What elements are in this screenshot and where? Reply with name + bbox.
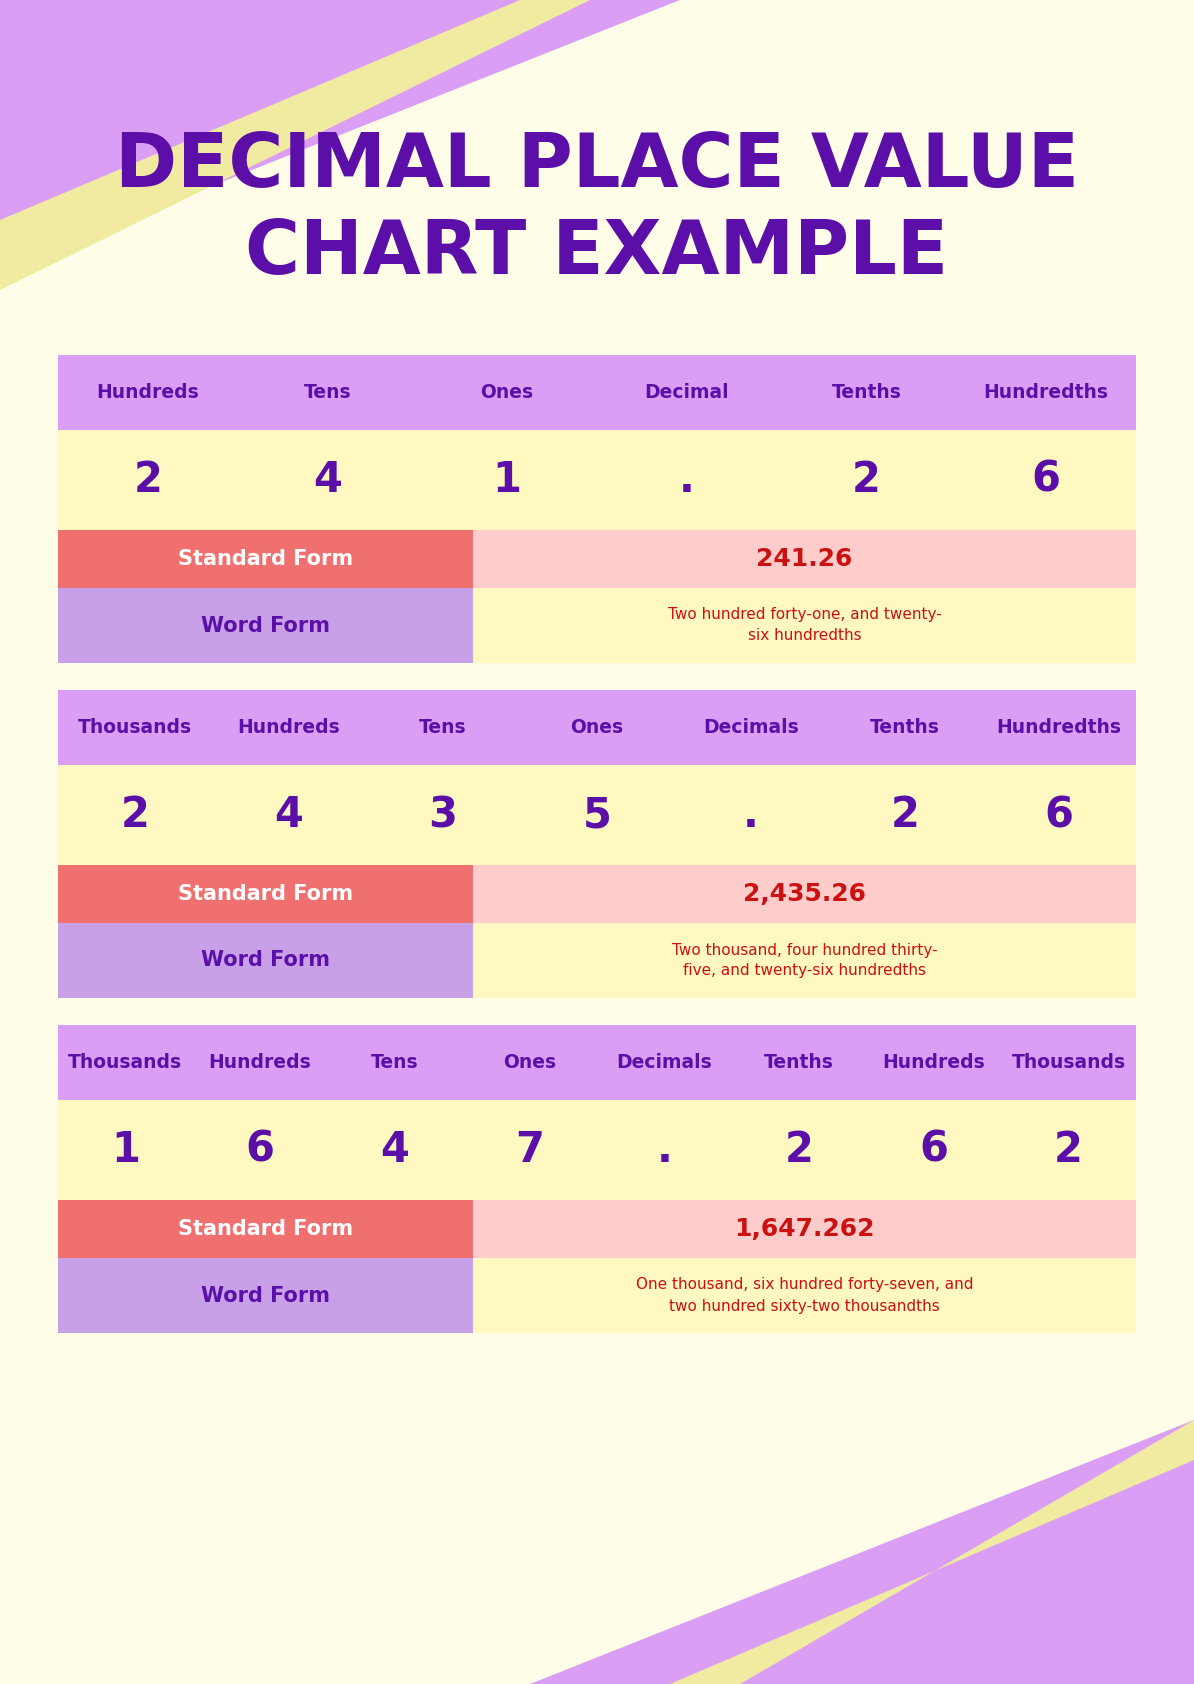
Text: 3: 3 (429, 793, 457, 835)
Text: DECIMAL PLACE VALUE
CHART EXAMPLE: DECIMAL PLACE VALUE CHART EXAMPLE (115, 130, 1079, 290)
Text: Word Form: Word Form (201, 615, 330, 635)
Text: .: . (657, 1128, 672, 1170)
Text: 4: 4 (381, 1128, 410, 1170)
Text: Two hundred forty-one, and twenty-
six hundredths: Two hundred forty-one, and twenty- six h… (667, 608, 941, 643)
Text: Word Form: Word Form (201, 950, 330, 970)
Text: 2: 2 (853, 460, 881, 502)
Bar (59, 923, 473, 999)
Text: 7: 7 (515, 1128, 544, 1170)
Text: Standard Form: Standard Form (178, 549, 353, 569)
Text: Ones: Ones (481, 382, 534, 402)
Bar (473, 1258, 1135, 1334)
Bar (59, 588, 473, 663)
Text: 2: 2 (891, 793, 919, 835)
Bar (473, 866, 1135, 923)
Bar (473, 530, 1135, 588)
Text: Ones: Ones (571, 717, 623, 738)
Bar (59, 1100, 1135, 1201)
Polygon shape (0, 0, 590, 290)
Text: Hundreds: Hundreds (97, 382, 199, 402)
Text: 6: 6 (1032, 460, 1060, 502)
Polygon shape (0, 0, 681, 269)
Bar (59, 355, 1135, 429)
Text: .: . (679, 460, 695, 502)
Bar (473, 923, 1135, 999)
Text: 6: 6 (1045, 793, 1073, 835)
Text: Standard Form: Standard Form (178, 1219, 353, 1239)
Polygon shape (670, 1420, 1194, 1684)
Text: 5: 5 (583, 793, 611, 835)
Text: 241.26: 241.26 (756, 547, 853, 571)
Text: 1,647.262: 1,647.262 (734, 1218, 875, 1241)
Text: Decimals: Decimals (616, 1052, 713, 1073)
Text: 2: 2 (784, 1128, 813, 1170)
Text: 1: 1 (493, 460, 522, 502)
Text: Ones: Ones (503, 1052, 556, 1073)
Text: Hundredths: Hundredths (984, 382, 1109, 402)
Text: Hundreds: Hundreds (209, 1052, 312, 1073)
Text: Word Form: Word Form (201, 1285, 330, 1305)
Bar (59, 1026, 1135, 1100)
Text: 4: 4 (313, 460, 341, 502)
Text: Two thousand, four hundred thirty-
five, and twenty-six hundredths: Two thousand, four hundred thirty- five,… (672, 943, 937, 978)
Text: 2: 2 (1054, 1128, 1083, 1170)
Text: Decimal: Decimal (645, 382, 730, 402)
Text: Tens: Tens (419, 717, 467, 738)
Text: Tenths: Tenths (870, 717, 940, 738)
Text: 2: 2 (121, 793, 149, 835)
Text: 1: 1 (111, 1128, 140, 1170)
Bar (59, 765, 1135, 866)
Bar (59, 866, 473, 923)
Bar (59, 1201, 473, 1258)
Text: 2: 2 (134, 460, 162, 502)
Text: Tenths: Tenths (831, 382, 901, 402)
Text: 4: 4 (275, 793, 303, 835)
Text: Thousands: Thousands (1011, 1052, 1126, 1073)
Bar (59, 1258, 473, 1334)
Text: Hundreds: Hundreds (238, 717, 340, 738)
Polygon shape (530, 1420, 1194, 1684)
Text: Decimals: Decimals (703, 717, 799, 738)
Bar (59, 530, 473, 588)
Text: Thousands: Thousands (78, 717, 192, 738)
Text: One thousand, six hundred forty-seven, and
two hundred sixty-two thousandths: One thousand, six hundred forty-seven, a… (635, 1278, 973, 1314)
Text: .: . (743, 793, 759, 835)
Bar (473, 1201, 1135, 1258)
Text: Tenths: Tenths (764, 1052, 835, 1073)
Bar (59, 690, 1135, 765)
Text: Hundreds: Hundreds (882, 1052, 985, 1073)
Text: Thousands: Thousands (68, 1052, 183, 1073)
Text: Standard Form: Standard Form (178, 884, 353, 904)
Bar (59, 429, 1135, 530)
Text: 6: 6 (919, 1128, 948, 1170)
Text: Tens: Tens (371, 1052, 419, 1073)
Text: 6: 6 (246, 1128, 275, 1170)
Bar (473, 588, 1135, 663)
Text: 2,435.26: 2,435.26 (743, 882, 866, 906)
Text: Tens: Tens (303, 382, 351, 402)
Text: Hundredths: Hundredths (997, 717, 1121, 738)
